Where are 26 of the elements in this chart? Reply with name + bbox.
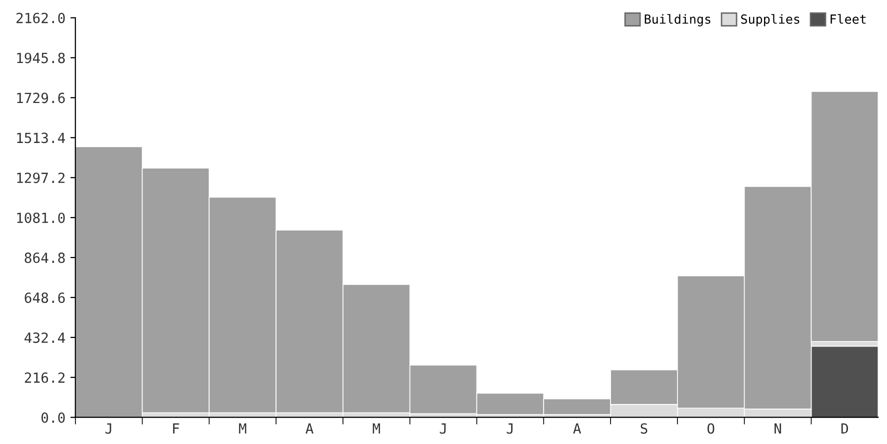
x-tick-label: A (573, 423, 582, 434)
legend-label: Buildings (644, 14, 710, 26)
x-tick-label: M (239, 423, 246, 434)
legend-label: Fleet (830, 14, 866, 24)
x-tick-label: F (173, 423, 180, 434)
x-tick-label: J (440, 423, 446, 434)
x-tick-label: A (306, 423, 314, 434)
y-tick-label: 648.6 (24, 292, 65, 303)
y-tick-label: 1081.0 (17, 212, 65, 224)
x-tick-label: N (774, 423, 782, 434)
x-tick-label: J (506, 423, 513, 434)
y-tick-label: 0.0 (41, 412, 65, 423)
y-tick-label: 1729.6 (17, 92, 65, 104)
x-tick-label: D (841, 423, 848, 434)
y-tick-label: 216.2 (24, 372, 64, 383)
y-tick-label: 864.8 (24, 252, 65, 264)
y-tick-label: 432.4 (24, 332, 66, 343)
y-tick-label: 1297.2 (17, 172, 64, 184)
y-tick-label: 1945.8 (17, 52, 65, 64)
y-tick-label: 1513.4 (17, 132, 66, 144)
x-tick-label: S (640, 423, 648, 434)
y-tick-label: 2162.0 (16, 12, 65, 24)
x-tick-label: J (105, 423, 112, 434)
x-tick-label: O (708, 423, 714, 434)
x-tick-label: M (372, 423, 380, 434)
legend-label: Supplies (741, 14, 800, 26)
